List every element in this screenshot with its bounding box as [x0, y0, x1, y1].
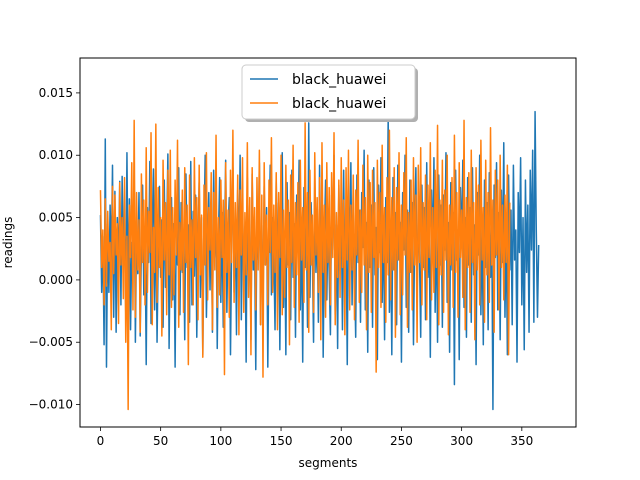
series-layer: [99, 110, 540, 411]
series-line-2: [99, 119, 511, 411]
x-tick-label: 300: [450, 434, 473, 448]
x-axis-ticks: 0 50 100 150 200 250 300 350: [97, 427, 533, 448]
plot-frame: [79, 57, 577, 428]
y-tick-label: −0.005: [29, 335, 73, 349]
legend-box: [241, 64, 416, 120]
y-axis-ticks: −0.010 −0.005 0.000 0.005 0.010 0.015: [29, 86, 80, 412]
x-tick-label: 350: [510, 434, 533, 448]
x-axis-label: segments: [299, 456, 358, 470]
y-tick-label: 0.005: [39, 211, 73, 225]
legend-label-1: black_huawei: [292, 72, 386, 88]
x-tick-label: 0: [97, 434, 105, 448]
x-tick-label: 50: [153, 434, 168, 448]
y-tick-label: 0.000: [39, 273, 73, 287]
y-axis-label: readings: [1, 217, 15, 269]
y-tick-label: −0.010: [29, 398, 73, 412]
y-tick-label: 0.010: [39, 148, 73, 162]
legend-label-2: black_huawei: [292, 96, 386, 112]
x-tick-label: 200: [330, 434, 353, 448]
x-tick-label: 100: [209, 434, 232, 448]
legend: black_huawei black_huawei: [241, 64, 418, 122]
y-tick-label: 0.015: [39, 86, 73, 100]
x-tick-label: 150: [270, 434, 293, 448]
x-tick-label: 250: [390, 434, 413, 448]
